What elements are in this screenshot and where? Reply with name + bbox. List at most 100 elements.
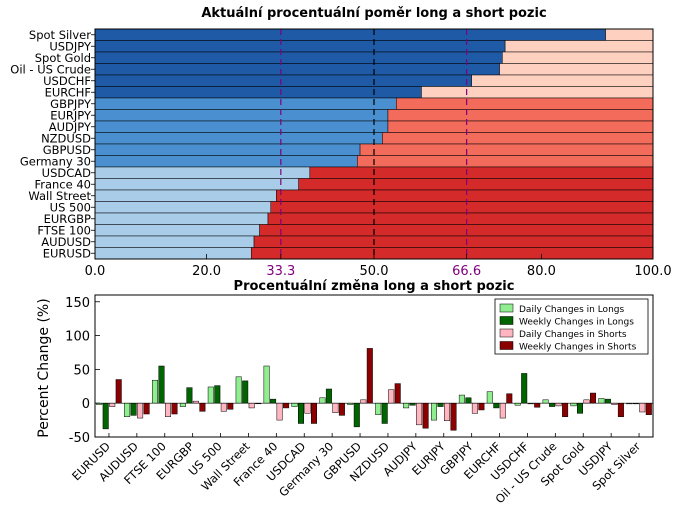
change-bar bbox=[617, 402, 624, 417]
short-bar bbox=[502, 51, 654, 64]
short-bar bbox=[267, 212, 654, 225]
chart1-xtick-label: 20.0 bbox=[192, 264, 221, 279]
change-bar bbox=[366, 348, 373, 404]
short-bar bbox=[309, 166, 654, 179]
change-bar bbox=[639, 402, 646, 413]
short-bar bbox=[259, 224, 654, 237]
short-bar bbox=[387, 109, 654, 122]
change-bar bbox=[353, 402, 360, 428]
change-bar bbox=[338, 402, 345, 416]
chart1-category-label: US 500 bbox=[50, 200, 91, 214]
chart1-category-label: USDJPY bbox=[49, 39, 92, 53]
change-bar bbox=[270, 398, 277, 404]
chart1-category-label: Germany 30 bbox=[20, 154, 91, 168]
legend-swatch bbox=[499, 303, 514, 313]
change-bar bbox=[486, 391, 493, 404]
change-bar bbox=[431, 402, 437, 421]
legend-entry: Daily Changes in Longs bbox=[519, 305, 624, 315]
chart2-ytick-label: 100 bbox=[65, 330, 90, 345]
chart1-xtick-label: 100.0 bbox=[634, 264, 671, 279]
change-bar bbox=[437, 402, 444, 407]
short-bar bbox=[298, 178, 654, 191]
long-bar bbox=[94, 201, 272, 214]
chart1-category-label: EURUSD bbox=[43, 246, 91, 260]
change-bar bbox=[499, 402, 506, 419]
change-bar bbox=[444, 402, 450, 422]
long-bar bbox=[94, 143, 361, 156]
change-bar bbox=[227, 402, 234, 410]
change-bar bbox=[102, 402, 109, 430]
change-bar bbox=[158, 365, 165, 404]
chart2-ylabel: Percent Change (%) bbox=[36, 298, 52, 437]
change-bar bbox=[590, 392, 596, 404]
legend-entry: Weekly Changes in Shorts bbox=[519, 343, 637, 353]
short-bar bbox=[605, 28, 654, 41]
change-bar bbox=[570, 402, 577, 407]
short-bar bbox=[387, 120, 654, 133]
change-bar bbox=[534, 402, 541, 408]
change-bar bbox=[242, 380, 249, 404]
chart1-category-label: EURGBP bbox=[44, 212, 91, 226]
chart2-ytick-label: 150 bbox=[65, 296, 90, 311]
change-bar bbox=[235, 376, 242, 404]
long-bar bbox=[94, 40, 506, 53]
chart1-category-label: Oil - US Crude bbox=[10, 62, 91, 76]
short-bar bbox=[396, 97, 654, 110]
change-bar bbox=[416, 402, 423, 426]
chart1-category-label: GBPUSD bbox=[43, 143, 91, 157]
short-bar bbox=[499, 63, 654, 76]
change-bar bbox=[478, 402, 485, 411]
long-bar bbox=[94, 109, 389, 122]
change-bar bbox=[165, 402, 171, 417]
change-bar bbox=[325, 388, 332, 404]
change-bar bbox=[283, 402, 290, 409]
long-bar bbox=[94, 74, 472, 87]
change-bar bbox=[542, 399, 549, 404]
change-bar bbox=[171, 402, 178, 415]
long-bar bbox=[94, 86, 422, 99]
chart2-title: Procentuální změna long a short pozic bbox=[234, 279, 515, 294]
short-bar bbox=[250, 247, 654, 260]
change-bar bbox=[381, 402, 388, 424]
chart1-category-label: GBPJPY bbox=[50, 97, 92, 111]
short-bar bbox=[421, 86, 654, 99]
change-bar bbox=[143, 402, 150, 415]
change-bar bbox=[403, 402, 410, 409]
short-bar bbox=[276, 189, 654, 202]
chart1-category-label: FTSE 100 bbox=[37, 223, 91, 237]
legend-swatch bbox=[499, 328, 514, 338]
long-bar bbox=[94, 212, 269, 225]
long-bar bbox=[94, 189, 277, 202]
short-bar bbox=[471, 74, 654, 87]
long-bar bbox=[94, 155, 358, 168]
legend-box bbox=[494, 298, 649, 355]
legend-entry: Weekly Changes in Longs bbox=[519, 318, 634, 328]
chart2-ytick-label: 0 bbox=[82, 397, 90, 412]
chart1-category-label: AUDUSD bbox=[41, 235, 91, 249]
change-bar bbox=[577, 402, 583, 414]
chart1-category-label: Spot Gold bbox=[35, 51, 91, 65]
change-bar bbox=[332, 402, 339, 413]
change-bar bbox=[471, 402, 478, 414]
change-bar bbox=[124, 402, 131, 417]
chart1-title: Aktuální procentuální poměr long a short… bbox=[201, 6, 546, 21]
change-bar bbox=[109, 402, 116, 407]
change-bar bbox=[319, 397, 326, 404]
long-bar bbox=[94, 166, 311, 179]
legend-swatch bbox=[499, 316, 514, 325]
change-bar bbox=[598, 398, 605, 404]
chart1-category-label: EURCHF bbox=[45, 85, 91, 99]
chart1-category-label: AUDJPY bbox=[49, 120, 92, 134]
legend-entry: Daily Changes in Shorts bbox=[519, 330, 627, 340]
long-bar bbox=[94, 63, 500, 76]
change-bar bbox=[645, 402, 652, 415]
change-bar bbox=[394, 383, 401, 404]
long-bar bbox=[94, 224, 260, 237]
change-bar bbox=[465, 397, 472, 404]
change-bar bbox=[192, 400, 199, 404]
short-bar bbox=[359, 143, 654, 156]
chart1-category-label: USDCHF bbox=[43, 74, 91, 88]
change-bar bbox=[152, 379, 158, 404]
